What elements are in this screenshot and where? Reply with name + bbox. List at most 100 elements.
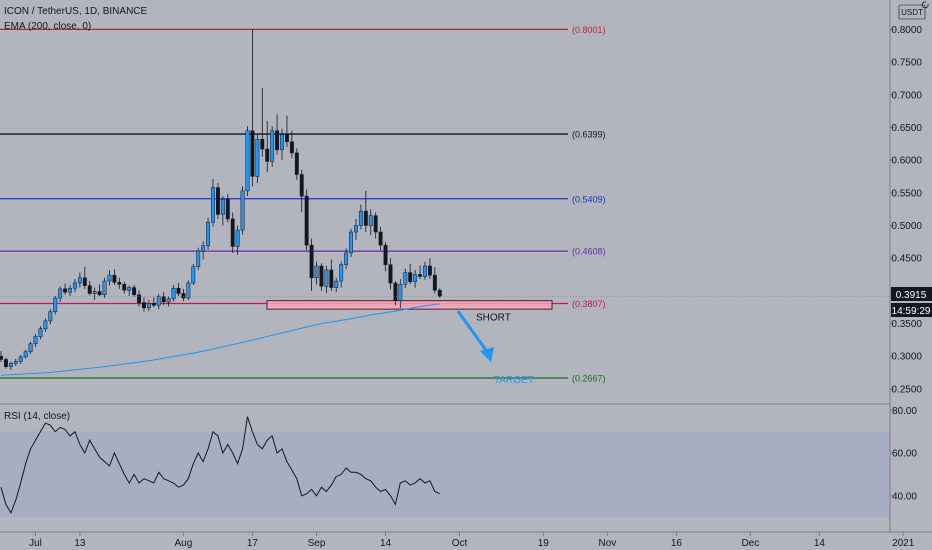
candle [206,217,211,250]
candle [334,277,339,293]
candle [181,288,186,302]
candle-body [403,272,408,285]
candle [48,309,53,325]
candle-body [191,266,196,284]
time-tick-label: 14 [380,538,392,549]
candle-body [255,138,260,177]
rsi-line [0,416,441,515]
candle-body [413,274,418,282]
candle-body [13,361,18,364]
candle [122,281,127,294]
candle [408,264,413,285]
price-tick-label: 0.3500 [891,319,922,330]
ema-legend[interactable]: EMA (200, close, 0) [4,21,91,32]
candle-body [265,148,270,162]
candle-body [3,359,8,367]
candle-body [225,199,230,220]
ema-line [0,303,440,376]
price-tick-label: 0.5500 [891,188,922,199]
candle [393,281,398,306]
price-tick-label: 0.6500 [891,123,922,134]
candle [427,258,432,280]
rsi-tick-label: 60.00 [892,449,917,460]
time-tick-label: Aug [175,538,193,549]
candle [245,126,250,197]
candle-body [137,294,141,303]
svg-text:USDT: USDT [901,8,923,17]
time-tick-label: 13 [74,538,86,549]
candle [97,284,102,297]
candle [358,204,363,230]
candle [240,186,245,235]
candle [112,269,117,285]
candle-body [176,287,181,294]
candle-body [344,252,349,265]
candle-body [432,274,437,291]
level-label: (0.6399) [572,130,606,140]
candle [284,115,289,148]
candle [107,269,112,286]
candle-body [299,174,304,197]
candle-body [28,343,33,352]
candle [363,190,368,233]
candle [87,281,92,296]
candle [58,286,63,302]
candle-body [418,274,423,277]
target-label: TARGET [494,375,534,386]
candle-body [289,141,294,154]
price-tick-label: 0.6000 [891,156,922,167]
short-zone-rect[interactable] [266,300,553,310]
time-tick-label: 2021 [892,538,915,549]
candle-body [186,282,191,299]
candle-body [215,187,220,215]
currency-button[interactable]: USDT [898,4,926,20]
candle [68,284,72,297]
level-label: (0.2667) [572,373,606,383]
candle-body [38,328,43,337]
settings-icon[interactable] [921,1,929,9]
time-tick-label: 14 [814,538,826,549]
rsi-tick-label: 40.00 [892,491,917,502]
price-tick-label: 0.5000 [891,221,922,232]
candle [432,267,437,294]
rsi-legend[interactable]: RSI (14, close) [4,411,70,422]
symbol-title[interactable]: ICON / TetherUS, 1D, BINANCE [4,6,148,17]
candle-body [230,218,235,247]
candle [82,266,87,289]
candle-body [280,134,284,150]
candle [53,296,58,315]
candle [294,148,299,180]
time-tick-label: Dec [741,538,759,549]
price-tick-label: 0.3000 [891,352,922,363]
candle-body [77,277,82,284]
time-tick-label: Sep [308,538,326,549]
candle [230,212,235,253]
candle-body [102,280,107,296]
candle [329,259,334,291]
candle-body [142,302,146,309]
candle [220,196,225,226]
level-label: (0.8001) [572,25,606,35]
rsi-tick-label: 80.00 [892,406,917,417]
candle [383,241,388,272]
candle-body [161,296,166,303]
candle [127,285,132,297]
candle [373,212,378,239]
time-tick-label: 17 [247,538,259,549]
candle [418,265,423,280]
time-tick-label: 16 [671,538,683,549]
candle-body [319,265,324,287]
candle-body [63,288,68,293]
current-price-tag: 0.3915 [891,287,932,301]
candle-body [294,152,299,175]
candle-body [349,231,353,254]
candle [0,350,3,363]
candle-body [23,351,28,358]
countdown-tag: 14:59:29 [891,303,932,317]
candle [275,114,280,155]
candle-body [181,293,186,299]
candle [73,279,77,293]
candle-body [8,363,13,367]
target-arrow[interactable] [456,310,494,362]
